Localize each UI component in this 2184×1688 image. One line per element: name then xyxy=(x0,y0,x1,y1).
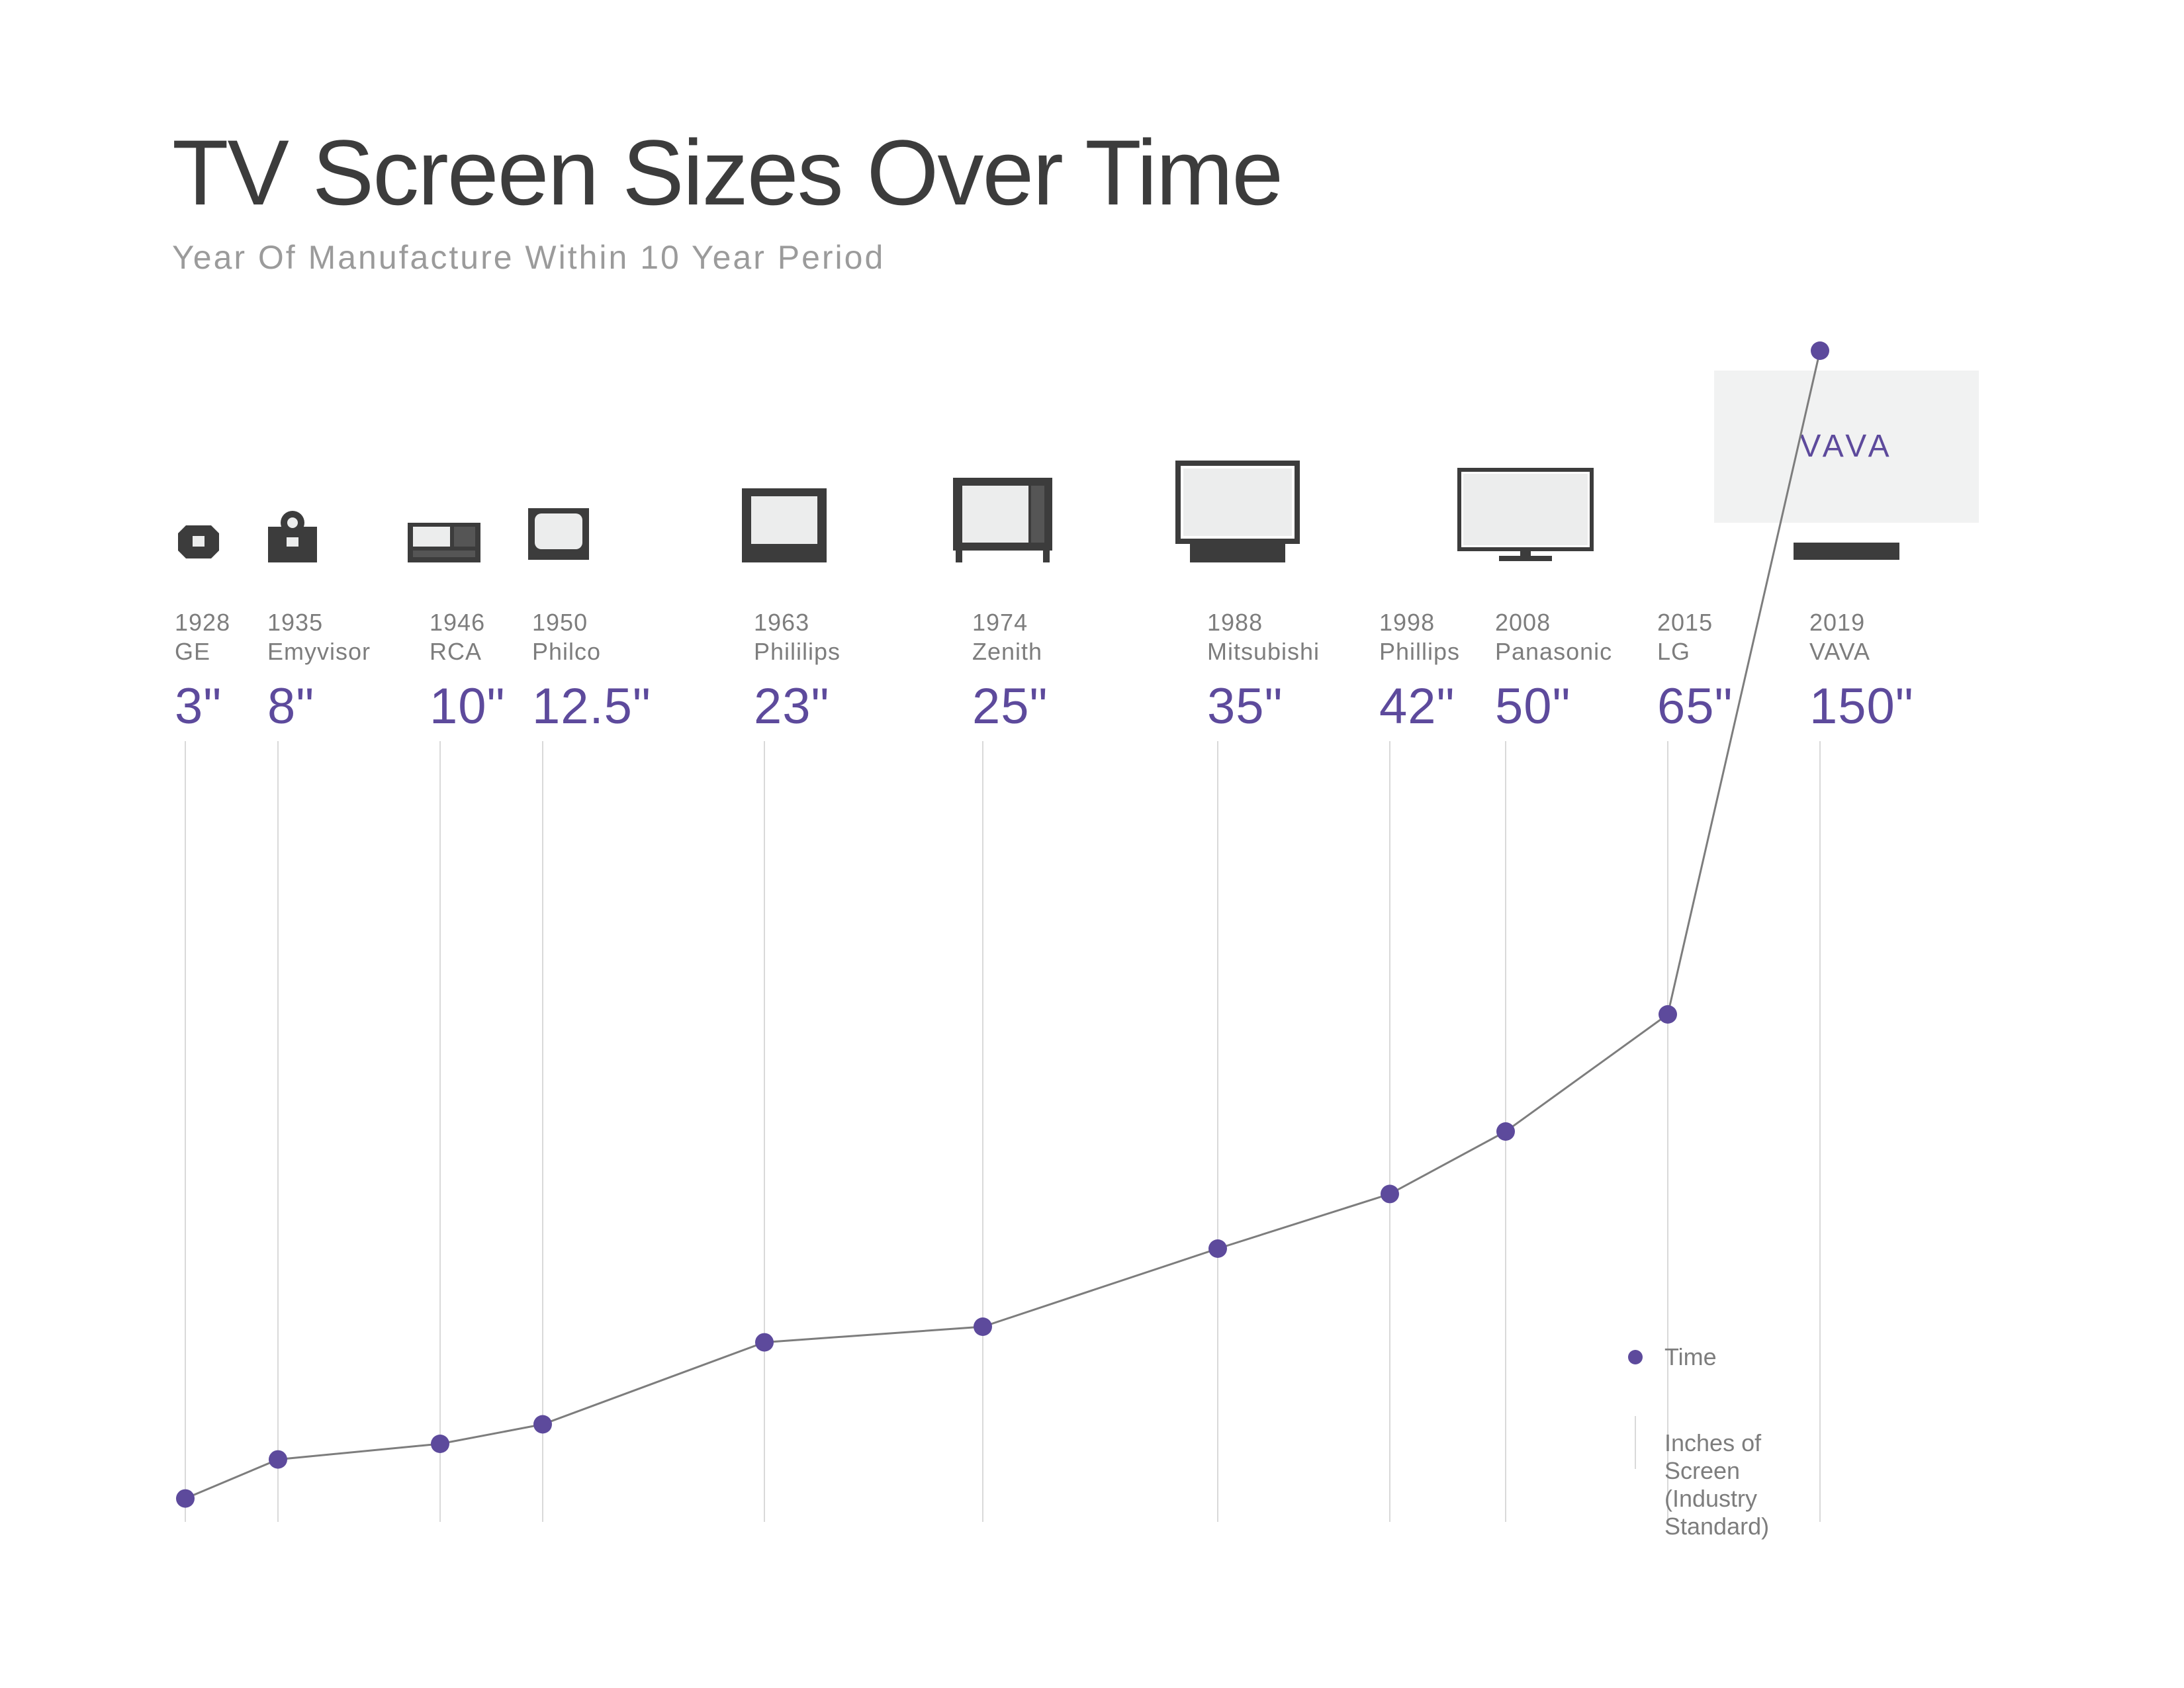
brand-label: Panasonic xyxy=(1495,638,1612,666)
size-label: 25" xyxy=(972,678,1048,735)
year-label: 1946 xyxy=(430,609,506,637)
year-label: 2008 xyxy=(1495,609,1612,637)
tv-icon: VAVA xyxy=(1714,371,1979,560)
tv-icon xyxy=(268,511,317,562)
year-label: 2019 xyxy=(1809,609,1914,637)
legend-divider xyxy=(1635,1416,1636,1469)
size-label: 8" xyxy=(267,678,371,735)
brand-label: Phililips xyxy=(754,638,841,666)
data-point-label: 1974Zenith 25" xyxy=(972,609,1048,735)
data-point-label: 2008Panasonic 50" xyxy=(1495,609,1612,735)
data-point-label: 2015LG 65" xyxy=(1657,609,1733,735)
brand-label: Philco xyxy=(532,638,651,666)
year-label: 1963 xyxy=(754,609,841,637)
data-point-label: 2019VAVA 150" xyxy=(1809,609,1914,735)
chart-svg: VAVA xyxy=(0,0,2184,1688)
size-label: 42" xyxy=(1379,678,1460,735)
brand-label: Mitsubishi xyxy=(1207,638,1320,666)
data-point-label: 1963Phililips 23" xyxy=(754,609,841,735)
tv-icon xyxy=(408,523,480,562)
brand-label: GE xyxy=(175,638,230,666)
svg-text:VAVA: VAVA xyxy=(1799,429,1893,464)
brand-label: Zenith xyxy=(972,638,1048,666)
tv-icon xyxy=(1178,463,1297,562)
brand-label: LG xyxy=(1657,638,1733,666)
size-label: 23" xyxy=(754,678,841,735)
tv-icon xyxy=(1459,470,1592,561)
legend-dot-icon xyxy=(1628,1350,1643,1364)
data-point-label: 1928GE 3" xyxy=(175,609,230,735)
tv-icon xyxy=(528,508,589,560)
year-label: 1935 xyxy=(267,609,371,637)
year-label: 1928 xyxy=(175,609,230,637)
size-label: 3" xyxy=(175,678,230,735)
tv-icon xyxy=(178,525,219,558)
year-label: 1974 xyxy=(972,609,1048,637)
year-label: 1950 xyxy=(532,609,651,637)
size-label: 65" xyxy=(1657,678,1733,735)
legend-time-label: Time xyxy=(1664,1343,1717,1371)
size-label: 50" xyxy=(1495,678,1612,735)
data-point-label: 1998Phillips 42" xyxy=(1379,609,1460,735)
tv-icon xyxy=(953,478,1052,562)
page: TV Screen Sizes Over Time Year Of Manufa… xyxy=(0,0,2184,1688)
brand-label: Emyvisor xyxy=(267,638,371,666)
brand-label: VAVA xyxy=(1809,638,1914,666)
data-point-label: 1935Emyvisor 8" xyxy=(267,609,371,735)
data-point-label: 1946RCA 10" xyxy=(430,609,506,735)
data-point-label: 1950Philco 12.5" xyxy=(532,609,651,735)
brand-label: Phillips xyxy=(1379,638,1460,666)
size-label: 12.5" xyxy=(532,678,651,735)
brand-label: RCA xyxy=(430,638,506,666)
size-label: 10" xyxy=(430,678,506,735)
year-label: 2015 xyxy=(1657,609,1733,637)
year-label: 1998 xyxy=(1379,609,1460,637)
year-label: 1988 xyxy=(1207,609,1320,637)
data-point-label: 1988Mitsubishi 35" xyxy=(1207,609,1320,735)
legend-axis-label: Inches of Screen (Industry Standard) xyxy=(1664,1429,1769,1540)
size-label: 35" xyxy=(1207,678,1320,735)
tv-icon xyxy=(742,488,827,562)
size-label: 150" xyxy=(1809,678,1914,735)
